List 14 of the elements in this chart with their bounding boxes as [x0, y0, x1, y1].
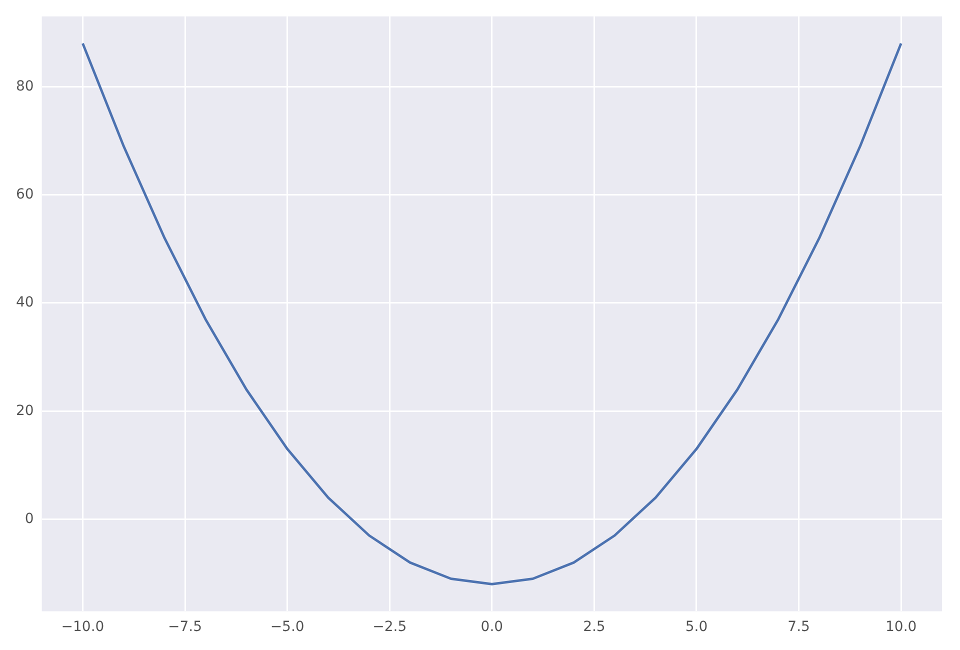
y-tick-label: 0 [24, 510, 34, 527]
x-tick-label: −10.0 [61, 619, 104, 636]
y-tick-label: 60 [16, 186, 34, 202]
x-tick-label: 0.0 [480, 619, 504, 636]
y-tick-label: 80 [16, 78, 34, 94]
x-tick-label: 5.0 [685, 619, 708, 636]
x-tick-label: 10.0 [885, 619, 917, 636]
y-tick-label: 20 [16, 402, 34, 419]
x-tick-label: 2.5 [583, 619, 606, 636]
y-tick-label: 40 [16, 294, 34, 311]
x-tick-label: −7.5 [168, 619, 202, 636]
x-tick-label: −5.0 [270, 619, 304, 636]
x-tick-label: −2.5 [372, 619, 407, 636]
x-tick-label: 7.5 [788, 619, 810, 636]
